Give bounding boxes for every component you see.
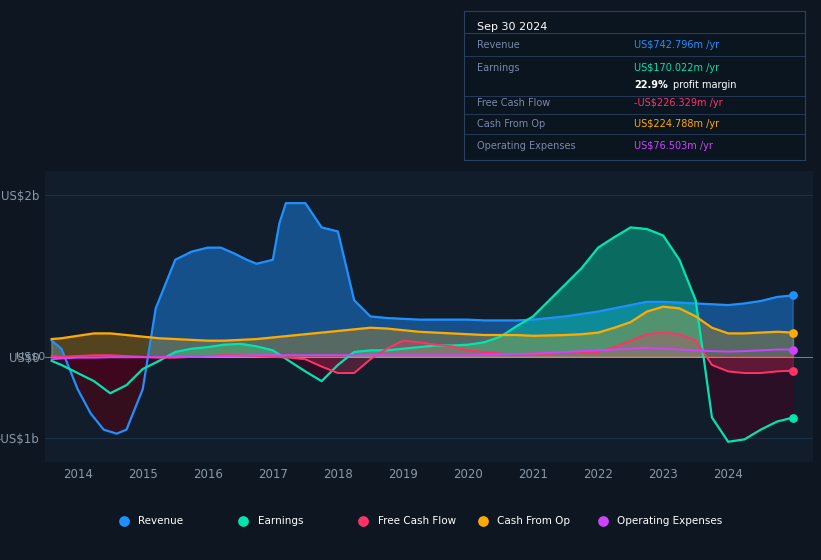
Text: US$0: US$0 (16, 352, 45, 362)
Point (787, 366, 800, 375)
Text: US$224.788m /yr: US$224.788m /yr (635, 119, 719, 129)
Point (117, 516, 130, 525)
Text: Earnings: Earnings (478, 63, 520, 73)
Text: US$170.022m /yr: US$170.022m /yr (635, 63, 719, 73)
Text: US$742.796m /yr: US$742.796m /yr (635, 40, 719, 50)
Text: Revenue: Revenue (478, 40, 521, 50)
Point (236, 516, 250, 525)
Text: -US$226.329m /yr: -US$226.329m /yr (635, 98, 722, 108)
Text: Operating Expenses: Operating Expenses (617, 516, 722, 526)
Point (356, 516, 369, 525)
Text: profit margin: profit margin (673, 81, 737, 90)
Text: Earnings: Earnings (258, 516, 303, 526)
Text: Sep 30 2024: Sep 30 2024 (478, 22, 548, 31)
Text: Free Cash Flow: Free Cash Flow (378, 516, 456, 526)
Text: Operating Expenses: Operating Expenses (478, 141, 576, 151)
Text: 22.9%: 22.9% (635, 81, 668, 90)
Point (787, 413, 800, 422)
Point (787, 345, 800, 354)
Text: Cash From Op: Cash From Op (498, 516, 571, 526)
Point (476, 516, 489, 525)
Text: Revenue: Revenue (138, 516, 183, 526)
Text: US$76.503m /yr: US$76.503m /yr (635, 141, 713, 151)
Text: Free Cash Flow: Free Cash Flow (478, 98, 551, 108)
Point (787, 328, 800, 337)
Text: Cash From Op: Cash From Op (478, 119, 546, 129)
Point (787, 291, 800, 300)
Point (596, 516, 609, 525)
